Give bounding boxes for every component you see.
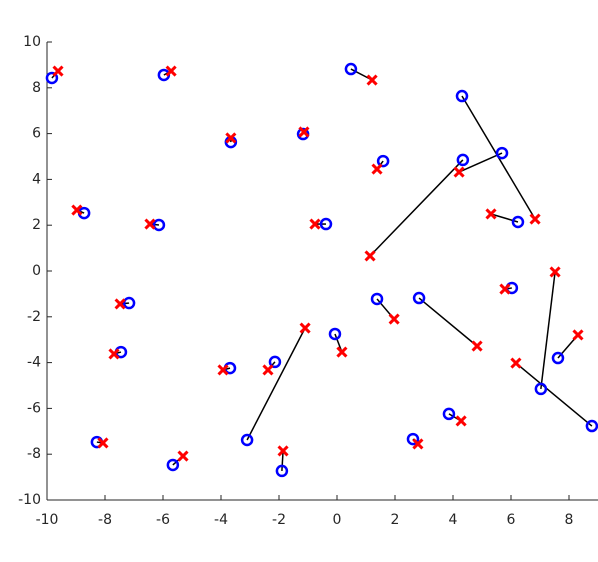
cross-marker	[549, 266, 561, 278]
circle-marker	[406, 432, 420, 446]
pair-line	[418, 297, 478, 347]
y-tick-label: -2	[27, 309, 41, 325]
pair-line	[369, 159, 464, 257]
cross-marker	[299, 322, 311, 334]
cross-marker	[217, 364, 229, 376]
cross-marker	[225, 132, 237, 144]
y-tick-label: 4	[32, 171, 41, 187]
cross-marker	[364, 250, 376, 262]
cross-marker	[336, 346, 348, 358]
circle-marker	[240, 433, 254, 447]
pair-line	[281, 450, 284, 471]
cross-marker	[371, 163, 383, 175]
cross-marker	[529, 213, 541, 225]
circle-marker	[166, 458, 180, 472]
circle-marker	[152, 218, 166, 232]
y-tick-label: 8	[32, 80, 41, 96]
x-tick-label: -6	[156, 512, 170, 528]
y-tick-label: 0	[32, 263, 41, 279]
x-tick-label: 4	[449, 512, 458, 528]
circle-marker	[328, 327, 342, 341]
x-tick-label: -2	[272, 512, 286, 528]
y-tick-label: -4	[27, 355, 41, 371]
cross-marker	[114, 298, 126, 310]
circle-marker	[442, 407, 456, 421]
cross-marker	[97, 437, 109, 449]
circle-marker	[412, 291, 426, 305]
circle-marker	[585, 419, 598, 433]
cross-marker	[262, 364, 274, 376]
pair-line	[515, 362, 593, 427]
cross-marker	[177, 450, 189, 462]
x-tick-label: 6	[507, 512, 516, 528]
cross-marker	[309, 218, 321, 230]
circle-marker	[370, 292, 384, 306]
circle-marker	[268, 355, 282, 369]
x-tick-label: 8	[565, 512, 574, 528]
circle-marker	[551, 351, 565, 365]
y-tick-label: -8	[27, 446, 41, 462]
circle-marker	[275, 464, 289, 478]
cross-marker	[52, 65, 64, 77]
x-tick-label: -8	[98, 512, 112, 528]
cross-marker	[453, 166, 465, 178]
cross-marker	[71, 204, 83, 216]
circle-marker	[344, 62, 358, 76]
y-tick-label: -10	[18, 492, 41, 508]
cross-marker	[366, 74, 378, 86]
cross-marker	[455, 415, 467, 427]
cross-marker	[485, 208, 497, 220]
cross-marker	[572, 329, 584, 341]
y-tick-label: 6	[32, 126, 41, 142]
cross-marker	[165, 65, 177, 77]
circle-marker	[534, 382, 548, 396]
y-tick-label: -6	[27, 400, 41, 416]
cross-marker	[412, 438, 424, 450]
circle-marker	[122, 296, 136, 310]
y-tick-label: 10	[23, 34, 41, 50]
circle-marker	[511, 215, 525, 229]
cross-marker	[298, 126, 310, 138]
pair-line	[246, 327, 306, 441]
cross-marker	[277, 445, 289, 457]
cross-marker	[510, 357, 522, 369]
circle-marker	[495, 146, 509, 160]
cross-marker	[388, 313, 400, 325]
circle-marker	[45, 71, 59, 85]
x-tick-label: -10	[36, 512, 59, 528]
cross-marker	[499, 283, 511, 295]
circle-marker	[376, 154, 390, 168]
cross-marker	[108, 348, 120, 360]
cross-marker	[471, 340, 483, 352]
x-tick-label: -4	[214, 512, 228, 528]
circle-marker	[319, 217, 333, 231]
cross-marker	[144, 218, 156, 230]
y-tick-label: 2	[32, 217, 41, 233]
x-tick-label: 2	[391, 512, 400, 528]
circle-marker	[456, 153, 470, 167]
pair-line	[540, 271, 556, 390]
pair-line	[458, 152, 503, 173]
x-tick-label: 0	[333, 512, 342, 528]
circle-marker	[455, 89, 469, 103]
